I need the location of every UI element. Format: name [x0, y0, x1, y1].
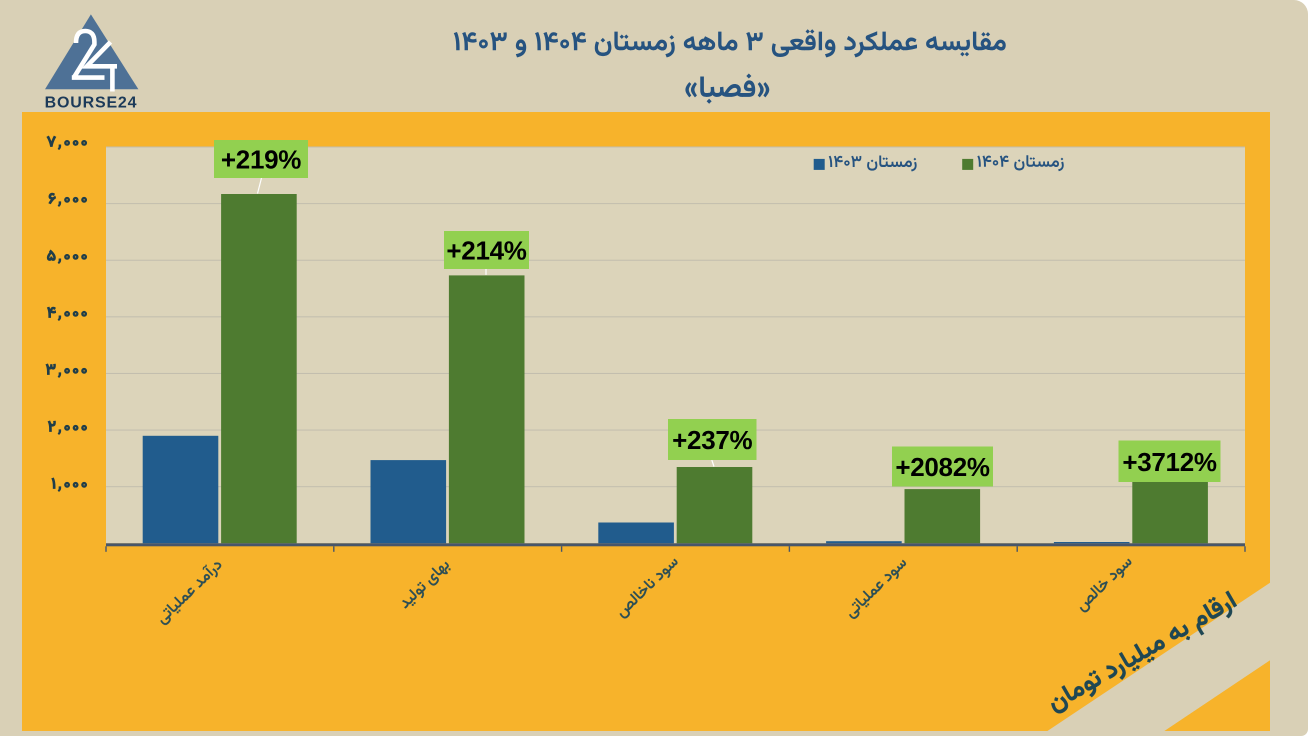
svg-text:+237%: +237%: [672, 425, 752, 455]
svg-text:+2082%: +2082%: [895, 452, 990, 482]
svg-text:+219%: +219%: [221, 145, 301, 175]
svg-text:+3712%: +3712%: [1122, 447, 1217, 477]
svg-text:+214%: +214%: [446, 236, 526, 266]
svg-text:BOURSE24: BOURSE24: [45, 95, 138, 112]
